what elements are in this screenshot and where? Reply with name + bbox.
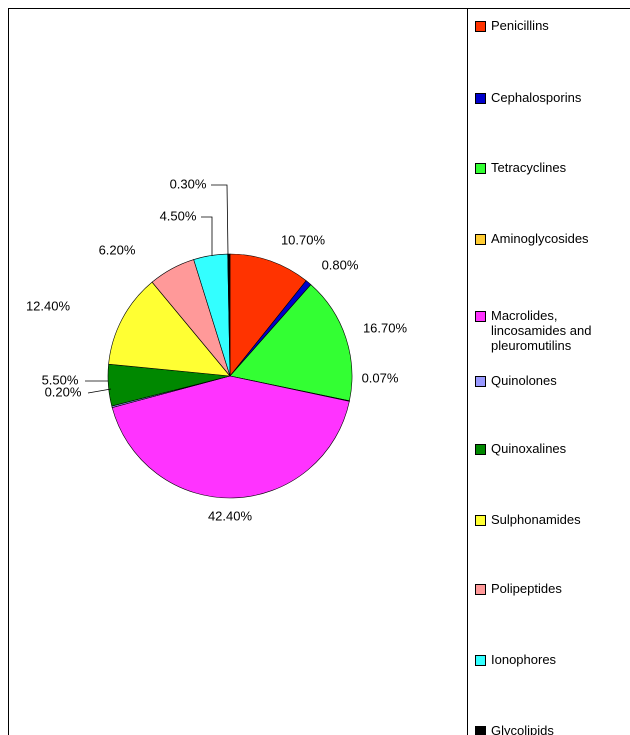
legend-label: Cephalosporins [491,90,582,105]
data-label: 4.50% [160,208,197,223]
data-label: 16.70% [363,320,408,335]
pie-slice [229,284,353,402]
legend-label: Macrolides, lincosamides and pleuromutil… [491,308,592,353]
legend-swatch [475,93,486,104]
legend-label: Ionophores [491,652,557,667]
leader-line [87,388,112,394]
legend-swatch [475,376,486,387]
legend-item: Ionophores [475,652,625,667]
border [8,8,630,735]
data-label: 10.70% [281,232,326,247]
legend-item: Glycolipids [475,723,625,735]
legend-label: Penicillins [491,18,549,33]
legend-label: Aminoglycosides [491,231,589,246]
data-label: 0.07% [362,370,399,385]
data-label: 0.20% [45,384,82,399]
data-label: 0.80% [322,257,359,272]
legend-swatch [475,726,486,735]
legend-swatch [475,311,486,322]
leader-line [211,184,229,255]
legend-item: Quinolones [475,373,625,388]
legend-swatch [475,21,486,32]
data-label: 6.20% [99,242,136,257]
pie-slice [227,253,231,377]
legend-swatch [475,163,486,174]
leader-line [201,216,213,256]
pie-slice [108,281,231,377]
legend-label: Glycolipids [491,723,554,735]
legend-label: Sulphonamides [491,512,581,527]
data-label: 12.40% [26,298,71,313]
legend-item: Macrolides, lincosamides and pleuromutil… [475,308,625,353]
pie-slice [111,375,350,499]
legend-label: Polipeptides [491,581,562,596]
legend-swatch [475,234,486,245]
legend-label: Quinolones [491,373,557,388]
legend-swatch [475,515,486,526]
legend-item: Sulphonamides [475,512,625,527]
legend-item: Cephalosporins [475,90,625,105]
legend-item: Quinoxalines [475,441,625,456]
legend-item: Tetracyclines [475,160,625,175]
legend-item: Penicillins [475,18,625,33]
pie-slice [229,253,307,377]
legend-swatch [475,444,486,455]
legend-swatch [475,655,486,666]
legend-item: Polipeptides [475,581,625,596]
data-label: 5.50% [42,372,79,387]
legend-swatch [475,584,486,595]
legend-item: Aminoglycosides [475,231,625,246]
legend-label: Quinoxalines [491,441,567,456]
data-label: 0.30% [170,176,207,191]
legend-label: Tetracyclines [491,160,567,175]
data-label: 42.40% [208,508,253,523]
